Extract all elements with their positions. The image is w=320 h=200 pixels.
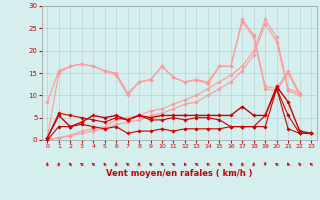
X-axis label: Vent moyen/en rafales ( km/h ): Vent moyen/en rafales ( km/h ) — [106, 169, 252, 178]
